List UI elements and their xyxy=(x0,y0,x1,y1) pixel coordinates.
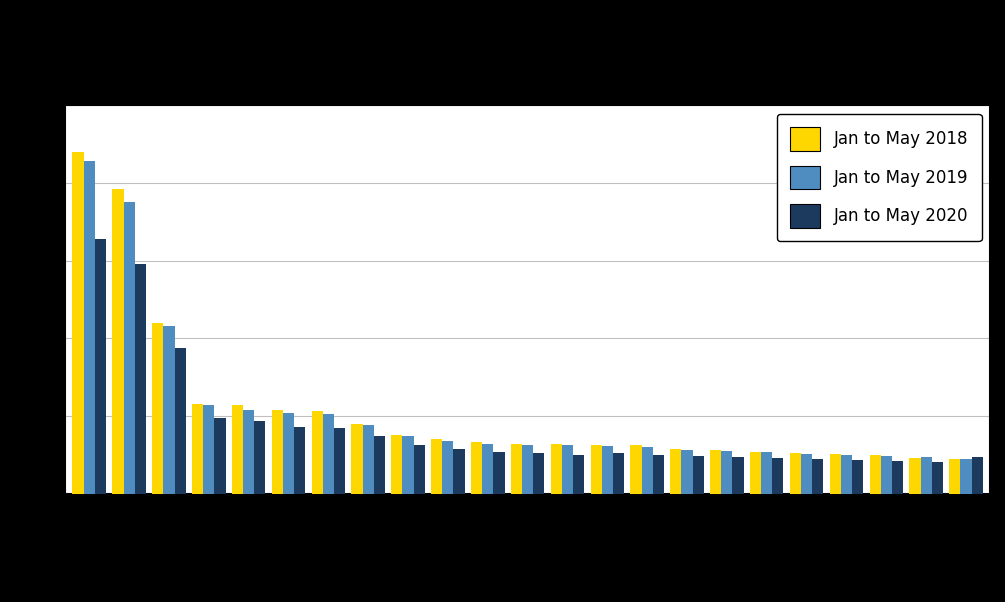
Bar xyxy=(113,189,124,494)
Bar xyxy=(761,452,772,494)
Bar xyxy=(573,455,584,494)
Bar xyxy=(711,450,722,494)
Bar xyxy=(471,442,482,494)
Bar xyxy=(950,459,961,494)
Bar xyxy=(681,450,692,494)
Bar xyxy=(271,410,283,494)
Bar xyxy=(921,457,932,494)
Bar xyxy=(591,444,602,494)
Bar xyxy=(334,429,345,494)
Bar xyxy=(733,457,744,494)
Bar xyxy=(722,451,733,494)
Bar xyxy=(613,453,624,494)
Bar xyxy=(641,447,653,494)
Bar xyxy=(522,445,534,494)
Bar xyxy=(653,455,664,494)
Bar xyxy=(812,459,823,494)
Bar xyxy=(772,458,784,494)
Bar xyxy=(910,458,921,494)
Bar xyxy=(391,435,402,494)
Bar xyxy=(801,453,812,494)
Bar xyxy=(402,436,414,494)
Bar xyxy=(880,456,891,494)
Bar xyxy=(961,459,972,494)
Bar xyxy=(453,448,464,494)
Bar xyxy=(312,411,323,494)
Bar xyxy=(534,453,545,494)
Bar xyxy=(692,456,704,494)
Bar xyxy=(192,403,203,494)
Bar xyxy=(493,452,505,494)
Bar xyxy=(294,427,306,494)
Bar xyxy=(562,445,573,494)
Bar xyxy=(670,448,681,494)
Bar xyxy=(323,414,334,494)
Bar xyxy=(482,444,493,494)
Legend: Jan to May 2018, Jan to May 2019, Jan to May 2020: Jan to May 2018, Jan to May 2019, Jan to… xyxy=(777,114,982,241)
Bar xyxy=(852,460,863,494)
Bar xyxy=(283,413,294,494)
Bar xyxy=(352,424,363,494)
Bar xyxy=(152,323,164,494)
Bar xyxy=(254,421,265,494)
Bar xyxy=(83,161,94,494)
Bar xyxy=(602,446,613,494)
Bar xyxy=(203,405,214,494)
Bar xyxy=(431,439,442,494)
Bar xyxy=(869,455,880,494)
Bar xyxy=(891,461,903,494)
Bar xyxy=(243,410,254,494)
Bar xyxy=(135,264,146,494)
Bar xyxy=(214,418,225,494)
Bar xyxy=(124,202,135,494)
Bar xyxy=(841,455,852,494)
Bar xyxy=(175,347,186,494)
Bar xyxy=(932,462,943,494)
Bar xyxy=(972,457,983,494)
Bar xyxy=(164,326,175,494)
Bar xyxy=(442,441,453,494)
Bar xyxy=(830,454,841,494)
Bar xyxy=(511,444,522,494)
Bar xyxy=(630,445,641,494)
Bar xyxy=(414,445,425,494)
Bar xyxy=(374,436,385,494)
Bar xyxy=(790,453,801,494)
Bar xyxy=(750,452,761,494)
Bar xyxy=(363,425,374,494)
Bar xyxy=(72,152,83,494)
Bar xyxy=(94,239,106,494)
Bar xyxy=(551,444,562,494)
Bar xyxy=(232,405,243,494)
